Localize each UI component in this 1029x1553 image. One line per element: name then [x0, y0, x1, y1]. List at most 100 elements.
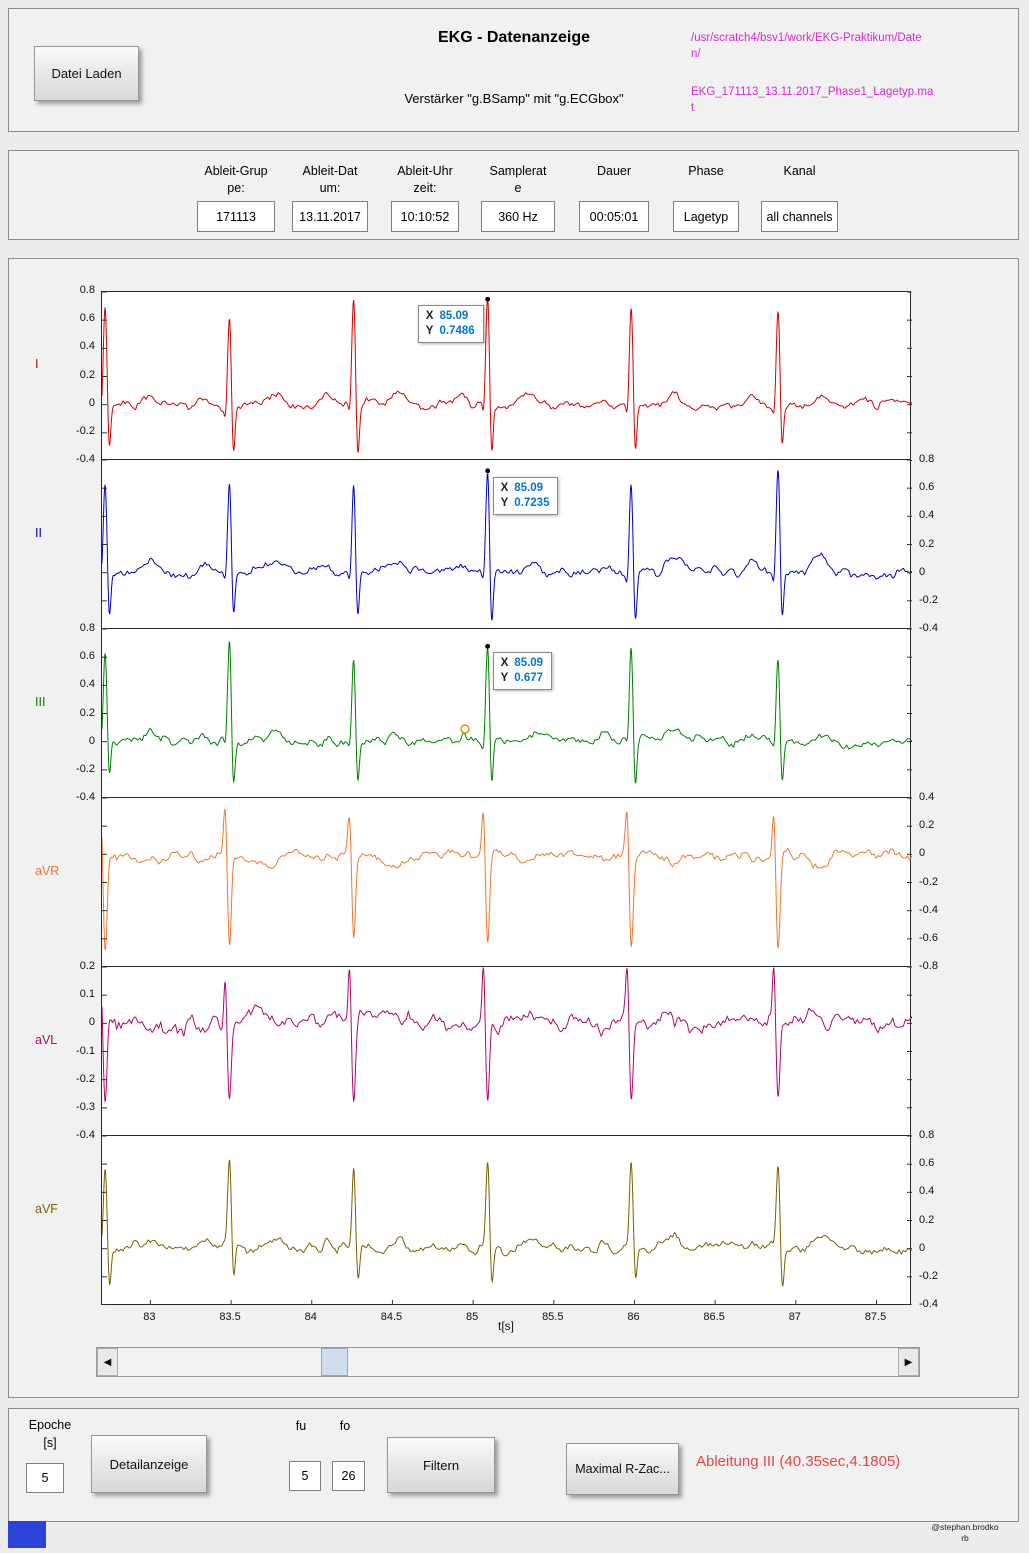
ecg-subplot-iii[interactable]: X 85.09 Y 0.677 [101, 629, 912, 798]
ecg-trace-avl [102, 967, 912, 1136]
channel-label-avf: aVF [35, 1202, 58, 1216]
field-ableit-datum[interactable] [292, 201, 368, 232]
fo-input[interactable] [332, 1461, 365, 1491]
fu-input[interactable] [289, 1461, 321, 1491]
channel-label-ii: II [35, 526, 42, 540]
channel-label-iii: III [35, 695, 46, 709]
detail-view-button[interactable]: Detailanzeige [91, 1435, 207, 1493]
x-tick-label: 84 [304, 1311, 317, 1323]
header-panel: Datei Laden EKG - Datenanzeige Verstärke… [8, 8, 1019, 132]
ecg-plot-area: X 85.09 Y 0.7486 X 85.09 Y 0.7235 X 85.09 Y 0.677 [101, 291, 912, 1305]
y-tick-label: -0.2 [76, 762, 95, 775]
datatip-value: 85.09 [439, 310, 469, 323]
time-scrollbar[interactable]: ◀ ▶ [96, 1347, 920, 1377]
epoche-input[interactable] [26, 1463, 64, 1493]
ecg-subplot-ii[interactable]: X 85.09 Y 0.7235 [101, 460, 912, 629]
datatip-value: 0.677 [514, 672, 544, 685]
x-tick-label: 87.5 [864, 1311, 887, 1323]
y-tick-label: 0.8 [79, 622, 95, 634]
y-tick-label: -0.2 [919, 875, 938, 888]
ecg-plot-panel: X 85.09 Y 0.7486 X 85.09 Y 0.7235 X 85.09 Y 0.677 t… [8, 258, 1019, 1398]
y-tick-label: -0.3 [76, 1100, 95, 1113]
y-tick-label: 0.4 [79, 340, 95, 353]
epoche-label: Epoche [s] [28, 1418, 72, 1450]
ecg-trace-avr [102, 798, 912, 967]
y-tick-label: -0.2 [76, 1072, 95, 1085]
field-ableit-uhrzeit[interactable] [391, 201, 459, 232]
field-label-ableit-gruppe: Ableit-Grup pe: [204, 164, 268, 195]
y-tick-label: 0 [88, 1016, 95, 1029]
y-tick-label: 0 [919, 847, 926, 860]
ecg-trace-avf [102, 1136, 912, 1305]
field-phase[interactable] [673, 201, 739, 232]
window-fragment [8, 1521, 46, 1548]
field-label-phase: Phase [688, 164, 724, 178]
scroll-right-button[interactable]: ▶ [898, 1348, 919, 1376]
y-tick-label: 0.4 [919, 791, 935, 803]
datatip-axis-label: Y [500, 672, 509, 685]
field-samplerate[interactable] [481, 201, 555, 232]
ecg-subplot-avr[interactable] [101, 798, 912, 967]
ecg-subplot-avl[interactable] [101, 967, 912, 1136]
ecg-trace-iii [102, 629, 912, 798]
datatip-value: 0.7486 [439, 325, 475, 338]
x-tick-label: 84.5 [380, 1311, 403, 1323]
y-tick-label: 0.1 [79, 988, 95, 1001]
y-tick-label: 0.8 [79, 284, 95, 296]
y-tick-label: 0 [919, 565, 926, 578]
y-tick-label: 0.2 [919, 537, 935, 550]
field-dauer[interactable] [579, 201, 649, 232]
ecg-subplot-avf[interactable] [101, 1136, 912, 1305]
fu-label: fu [295, 1419, 307, 1433]
load-file-button[interactable]: Datei Laden [34, 46, 139, 101]
field-ableit-gruppe[interactable] [197, 201, 275, 232]
x-tick-label: 83.5 [219, 1311, 241, 1323]
channel-label-i: I [35, 357, 39, 371]
data-directory-path: /usr/scratch4/bsv1/work/EKG-Praktikum/Da… [691, 32, 922, 60]
x-tick-label: 87 [788, 1311, 801, 1323]
datatip-value: 85.09 [514, 657, 544, 670]
datatip-axis-label: Y [425, 325, 434, 338]
ecg-subplot-i[interactable]: X 85.09 Y 0.7486 [101, 291, 912, 461]
field-label-kanal: Kanal [783, 164, 816, 178]
y-tick-label: 0 [919, 1241, 926, 1254]
y-tick-label: 0 [88, 734, 95, 747]
max-r-peak-button[interactable]: Maximal R-Zac... [566, 1443, 679, 1495]
field-label-samplerate: Samplerat e [489, 164, 547, 195]
y-tick-label: 0.6 [919, 481, 935, 494]
datatip-ii[interactable]: X 85.09 Y 0.7235 [492, 476, 559, 515]
y-tick-label: 0.6 [79, 650, 95, 663]
fo-label: fo [339, 1419, 351, 1433]
filter-button[interactable]: Filtern [387, 1437, 495, 1493]
x-tick-label: 86 [627, 1311, 640, 1323]
datatip-iii[interactable]: X 85.09 Y 0.677 [492, 652, 553, 691]
x-tick-label: 85 [465, 1311, 479, 1323]
y-tick-label: -0.8 [919, 960, 938, 972]
datatip-axis-label: X [500, 481, 509, 494]
y-tick-label: -0.4 [76, 791, 95, 803]
datatip-i[interactable]: X 85.09 Y 0.7486 [417, 305, 484, 344]
y-tick-label: -0.1 [76, 1044, 95, 1057]
x-tick-label: 86.5 [703, 1311, 725, 1323]
scrollbar-thumb[interactable] [321, 1348, 348, 1376]
y-tick-label: 0.8 [919, 453, 935, 465]
y-tick-label: -0.4 [919, 622, 938, 634]
app-title: EKG - Datenanzeige [437, 29, 591, 46]
y-tick-label: 0.4 [79, 678, 95, 691]
recording-info-panel: Ableit-Grup pe: Ableit-Dat um: Ableit-Uhr … [8, 150, 1019, 240]
y-tick-label: 0.2 [79, 960, 95, 972]
datatip-axis-label: X [500, 657, 509, 670]
x-axis-label: t[s] [497, 1319, 514, 1333]
field-kanal[interactable] [761, 201, 838, 232]
y-tick-label: -0.4 [919, 903, 938, 916]
field-label-ableit-uhrzeit: Ableit-Uhr zeit: [397, 164, 453, 195]
y-tick-label: 0.2 [79, 706, 95, 719]
y-tick-label: 0.2 [79, 368, 95, 381]
y-tick-label: 0.2 [919, 1213, 935, 1226]
scroll-left-button[interactable]: ◀ [97, 1348, 118, 1376]
field-label-ableit-datum: Ableit-Dat um: [302, 164, 358, 195]
y-tick-label: -0.2 [76, 424, 95, 437]
datatip-axis-label: X [425, 310, 434, 323]
scrollbar-track[interactable] [118, 1348, 898, 1376]
field-label-dauer: Dauer [596, 164, 632, 178]
